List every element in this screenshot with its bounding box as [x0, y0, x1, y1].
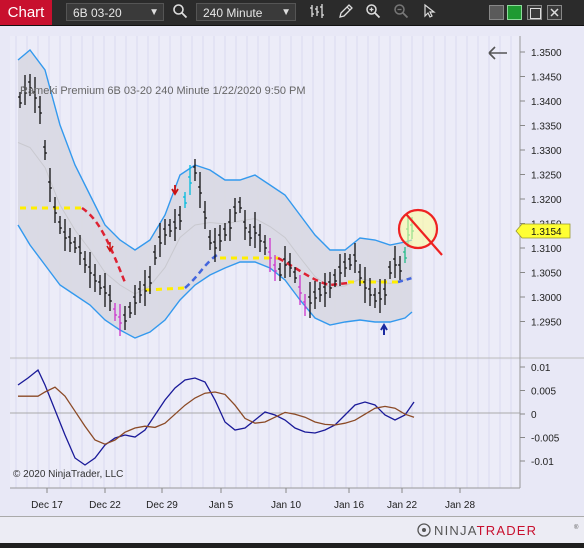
time-tick-label: Jan 10 [271, 500, 301, 511]
chart-tab[interactable]: Chart [0, 0, 52, 25]
price-axis[interactable]: 1.3500 1.3450 1.3400 1.3350 1.3300 1.3250 1.32… [520, 48, 562, 329]
zoom-out-icon[interactable] [391, 3, 411, 21]
close-button[interactable] [547, 5, 562, 20]
sell-arrow-icon [171, 185, 179, 196]
osc-tick-label: 0.005 [531, 387, 556, 398]
osc-tick-label: -0.005 [531, 434, 560, 445]
time-tick-label: Jan 16 [334, 500, 364, 511]
maximize-icon [530, 8, 541, 19]
instrument-value: 6B 03-20 [73, 6, 122, 20]
trend-line-blue-2 [397, 276, 413, 284]
time-tick-label: Jan 28 [445, 500, 475, 511]
current-price-label: 1.3154 [531, 227, 562, 238]
chart-canvas[interactable]: 1.3500 1.3450 1.3400 1.3350 1.3300 1.3250 1.32… [0, 26, 584, 516]
time-axis[interactable]: Dec 17 Dec 22 Dec 29 Jan 5 Jan 10 Jan 16 Jan 2… [31, 488, 475, 511]
oscillator-fast-line [17, 368, 415, 466]
trend-line-blue-1 [184, 251, 221, 289]
status-bar: NINJATRADER ® [0, 516, 584, 543]
price-tick-label: 1.3400 [531, 97, 562, 108]
trend-line-yellow-2 [144, 286, 186, 292]
upper-band [17, 48, 413, 251]
interval-value: 240 Minute [203, 6, 263, 20]
chart-header-text: Rameki Premium 6B 03-20 240 Minute 1/22/… [20, 85, 306, 97]
search-icon[interactable] [170, 3, 190, 21]
time-tick-label: Jan 5 [209, 500, 234, 511]
price-tick-label: 1.2950 [531, 318, 562, 329]
copyright-text: © 2020 NinjaTrader, LLC [13, 469, 123, 480]
minimize-button[interactable] [489, 5, 504, 20]
close-icon [550, 8, 559, 17]
time-tick-label: Dec 17 [31, 500, 63, 511]
chart-toolbar: Chart 6B 03-20 ▼ 240 Minute ▼ [0, 0, 584, 26]
price-tick-label: 1.3500 [531, 48, 562, 59]
cursor-icon[interactable] [419, 3, 439, 21]
price-tick-label: 1.3300 [531, 146, 562, 157]
current-price-badge [515, 223, 571, 239]
chart-panel[interactable]: 1.3500 1.3450 1.3400 1.3350 1.3300 1.3250 1.32… [0, 26, 584, 516]
chevron-down-icon: ▼ [149, 7, 159, 18]
link-button[interactable] [507, 5, 522, 20]
time-tick-label: Dec 29 [146, 500, 178, 511]
ninjatrader-logo: NINJATRADER ® [417, 523, 579, 538]
chevron-down-icon: ▼ [281, 7, 291, 18]
brand-name: NINJATRADER [434, 523, 537, 538]
osc-tick-label: 0 [531, 410, 537, 421]
price-bars [18, 74, 414, 336]
oscillator-slow-line [18, 386, 415, 445]
price-tick-label: 1.3450 [531, 73, 562, 84]
price-tick-label: 1.3000 [531, 293, 562, 304]
no-trade-slash-icon [405, 213, 443, 256]
lower-band [17, 224, 413, 339]
oscillator-axis[interactable]: 0.01 0.005 0 -0.005 -0.01 [520, 363, 560, 468]
time-tick-label: Jan 22 [387, 500, 417, 511]
bar-style-icon[interactable] [307, 3, 327, 21]
instrument-selector[interactable]: 6B 03-20 ▼ [66, 3, 164, 21]
interval-selector[interactable]: 240 Minute ▼ [196, 3, 296, 21]
ninjatrader-logo-dot-icon [422, 528, 426, 532]
price-tick-label: 1.3350 [531, 122, 562, 133]
zoom-in-icon[interactable] [363, 3, 383, 21]
maximize-button[interactable] [527, 5, 542, 20]
pencil-icon[interactable] [336, 3, 356, 21]
band-fill [18, 50, 412, 338]
osc-tick-label: -0.01 [531, 457, 554, 468]
buy-arrow-icon [380, 323, 388, 335]
registered-mark: ® [574, 524, 579, 531]
ninjatrader-logo-icon [417, 523, 431, 537]
price-tick-label: 1.3250 [531, 171, 562, 182]
price-tick-label: 1.3200 [531, 195, 562, 206]
price-tick-label: 1.3050 [531, 269, 562, 280]
oscillator-pane [10, 360, 520, 488]
time-tick-label: Dec 22 [89, 500, 121, 511]
back-arrow-icon[interactable] [488, 46, 507, 60]
price-tick-label: 1.3100 [531, 244, 562, 255]
osc-tick-label: 0.01 [531, 363, 551, 374]
sell-arrow-icon [106, 242, 114, 253]
